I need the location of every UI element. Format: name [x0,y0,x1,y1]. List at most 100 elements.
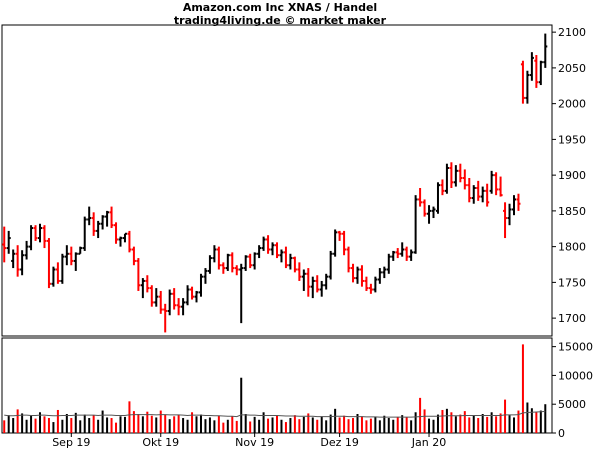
ohlc-bar [422,199,427,217]
ohlc-bar [440,179,445,196]
ohlc-bar [109,206,114,229]
ohlc-bar [418,188,423,207]
ohlc-bar [24,240,29,260]
ohlc-bar [543,33,548,68]
chart-title: Amazon.com Inc XNAS / Handel [182,1,378,14]
ohlc-bar [538,60,543,86]
ohlc-bar [355,266,360,284]
price-tick-label: 1950 [558,133,586,146]
ohlc-bar [46,238,51,289]
ohlc-bar [516,193,521,211]
date-tick-label: Dez 19 [320,436,359,449]
ohlc-bar [400,242,405,257]
ohlc-bar [310,276,315,299]
ohlc-bar [100,215,105,230]
ohlc-bar [127,230,132,253]
price-tick-label: 1800 [558,241,586,254]
price-bars [2,33,548,333]
ohlc-bar [212,245,217,263]
ohlc-bar [386,253,391,274]
ohlc-bar [498,176,503,197]
date-tick-label: Sep 19 [52,436,90,449]
ohlc-bar [198,273,203,297]
ohlc-bar [525,70,530,104]
ohlc-bar [359,265,364,287]
ohlc-bar [234,265,239,276]
volume-tick-label: 5000 [558,398,586,411]
ohlc-bar [431,206,436,219]
ohlc-bar [337,230,342,241]
ohlc-bar [462,169,467,190]
ohlc-bar [163,303,168,333]
ohlc-bar [507,203,512,226]
ohlc-bar [118,236,123,247]
ohlc-bar [122,232,127,243]
ohlc-bar [131,246,136,266]
ohlc-bar [333,229,338,257]
ohlc-bar [467,177,472,203]
ohlc-bar [301,269,306,291]
ohlc-bar [42,225,47,249]
ohlc-bar [261,236,266,251]
ohlc-bar [105,210,110,227]
ohlc-bar [15,245,20,277]
ohlc-bar [377,268,382,284]
ohlc-bar [29,225,34,251]
ohlc-bar [33,225,38,241]
ohlc-bar [382,266,387,279]
ohlc-bar [319,280,324,297]
price-panel-frame [1,24,553,337]
volume-axis: 0 5000 10000 15000 [552,341,593,440]
volume-tick-label: 15000 [558,341,593,354]
ohlc-bar [529,52,534,81]
ohlc-bar [458,163,463,183]
ohlc-bar [78,246,83,255]
ohlc-bar [315,275,320,293]
ohlc-bar [413,195,418,254]
price-tick-label: 2000 [558,98,586,111]
ohlc-bar [225,253,230,271]
ohlc-bar [373,276,378,293]
price-tick-label: 1700 [558,312,586,325]
ohlc-bar [292,256,297,273]
price-axis: 1700 1750 1800 1850 1900 1950 2000 2050 2100 [552,26,586,325]
ohlc-bar [51,266,56,287]
ohlc-bar [409,249,414,261]
ohlc-bar [252,252,257,270]
ohlc-bar [368,283,373,294]
ohlc-bar [64,245,69,266]
ohlc-bar [288,253,293,270]
date-axis: Sep 19 Okt 19 Nov 19 Dez 19 Jan 20 [52,433,446,449]
ohlc-bar [391,250,396,261]
ohlc-bar [158,290,163,314]
chart-subtitle: trading4living.de © market maker [173,14,387,27]
ohlc-bar [149,285,154,307]
ohlc-bar [114,222,119,244]
ohlc-bar [243,255,248,271]
ohlc-bar [503,202,508,239]
volume-average-line [4,410,546,418]
ohlc-bar [485,183,490,207]
ohlc-bar [69,246,74,266]
ohlc-bar [328,250,333,280]
ohlc-bar [427,205,432,224]
date-tick-label: Jan 20 [411,436,446,449]
ohlc-bar [511,195,517,216]
date-tick-label: Okt 19 [142,436,179,449]
ohlc-bar [520,60,525,104]
ohlc-bar [20,250,25,276]
price-tick-label: 1850 [558,205,586,218]
ohlc-bar [87,206,92,226]
ohlc-bar [346,246,351,273]
ohlc-bar [489,170,494,194]
price-tick-label: 1750 [558,276,586,289]
ohlc-bar [324,273,329,290]
volume-bars [3,344,547,433]
ohlc-bar [297,262,302,281]
ohlc-bar [449,162,454,189]
ohlc-bar [185,285,190,306]
ohlc-bar [239,263,244,324]
ohlc-bar [279,249,284,263]
ohlc-bar [2,226,7,263]
